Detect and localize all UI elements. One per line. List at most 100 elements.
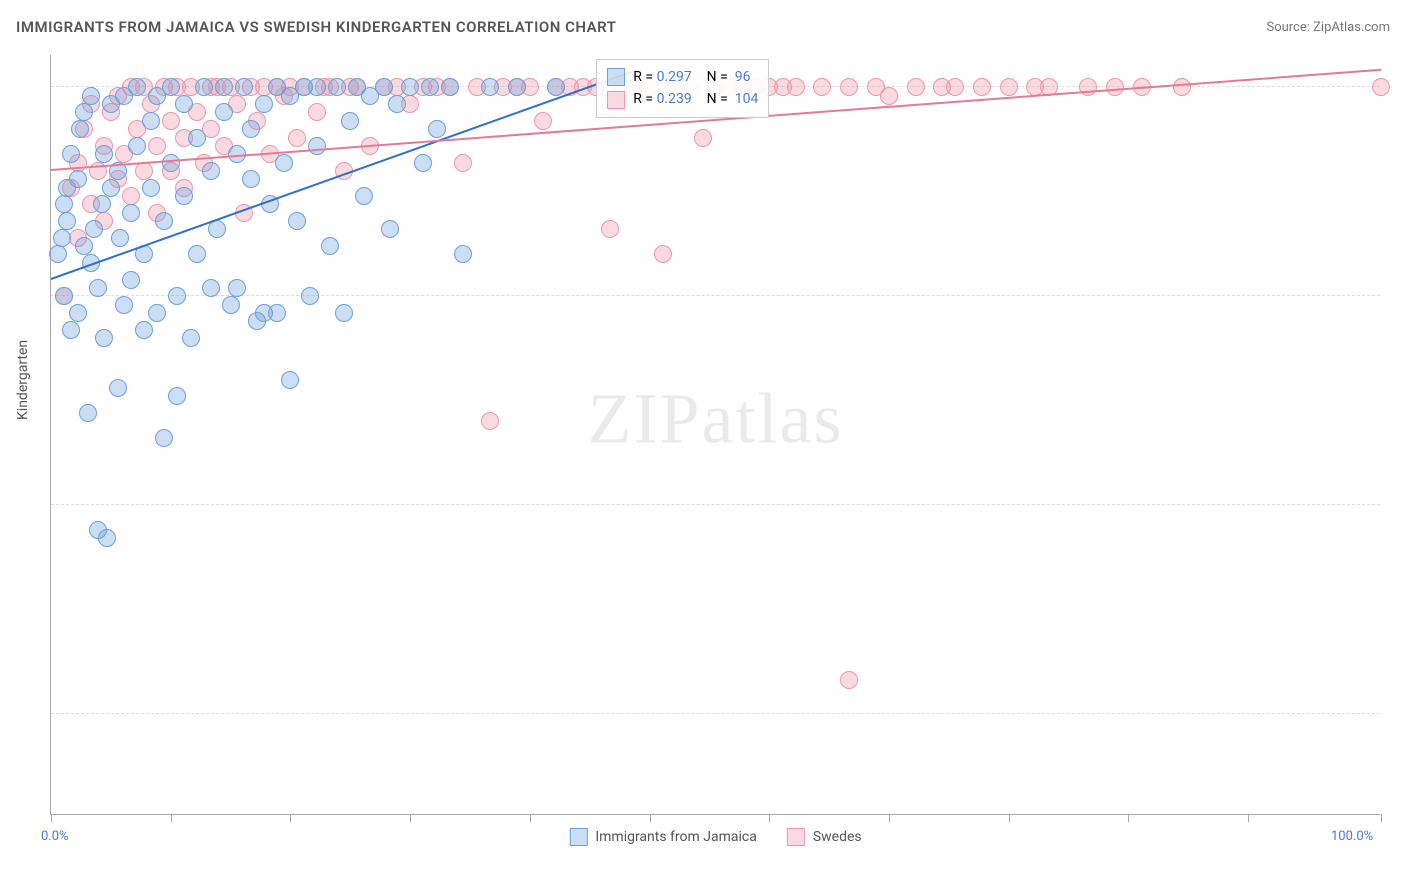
data-point	[175, 187, 193, 205]
data-point	[155, 429, 173, 447]
data-point	[341, 112, 359, 130]
data-point	[62, 321, 80, 339]
legend-label: Swedes	[813, 829, 862, 845]
data-point	[946, 78, 964, 96]
data-point	[321, 237, 339, 255]
data-point	[188, 129, 206, 147]
data-point	[840, 671, 858, 689]
data-point	[275, 154, 293, 172]
chart-title: IMMIGRANTS FROM JAMAICA VS SWEDISH KINDE…	[16, 18, 616, 36]
data-point	[268, 304, 286, 322]
legend-item: Immigrants from Jamaica	[569, 828, 757, 846]
data-point	[142, 179, 160, 197]
data-point	[93, 195, 111, 213]
stats-row: R = 0.297 N = 96	[607, 66, 758, 88]
data-point	[195, 78, 213, 96]
data-point	[441, 78, 459, 96]
data-point	[242, 120, 260, 138]
data-point	[481, 412, 499, 430]
x-tick	[1381, 814, 1382, 822]
data-point	[208, 220, 226, 238]
legend-swatch	[607, 68, 625, 86]
data-point	[71, 120, 89, 138]
data-point	[481, 78, 499, 96]
legend-item: Swedes	[787, 828, 862, 846]
data-point	[182, 329, 200, 347]
x-tick	[1009, 814, 1010, 822]
data-point	[880, 87, 898, 105]
data-point	[215, 103, 233, 121]
stats-row: R = 0.239 N = 104	[607, 88, 758, 110]
data-point	[288, 129, 306, 147]
r-label: R = 0.239	[633, 88, 691, 110]
watermark: ZIPatlas	[588, 378, 844, 461]
data-point	[128, 137, 146, 155]
data-point	[242, 170, 260, 188]
data-point	[401, 78, 419, 96]
data-point	[109, 379, 127, 397]
data-point	[813, 78, 831, 96]
data-point	[355, 187, 373, 205]
y-tick-label: 97.5%	[1390, 274, 1406, 289]
data-point	[69, 170, 87, 188]
x-tick-label: 0.0%	[41, 829, 69, 844]
data-point	[128, 78, 146, 96]
x-tick	[769, 814, 770, 822]
data-point	[85, 220, 103, 238]
x-tick	[410, 814, 411, 822]
data-point	[79, 404, 97, 422]
data-point	[135, 321, 153, 339]
data-point	[308, 78, 326, 96]
data-point	[222, 296, 240, 314]
data-point	[421, 78, 439, 96]
data-point	[787, 78, 805, 96]
legend-swatch	[569, 828, 587, 846]
data-point	[55, 287, 73, 305]
data-point	[168, 387, 186, 405]
n-label: N = 96	[700, 66, 751, 88]
data-point	[840, 78, 858, 96]
x-tick	[171, 814, 172, 822]
x-tick	[889, 814, 890, 822]
data-point	[1173, 78, 1191, 96]
data-point	[175, 95, 193, 113]
x-tick	[530, 814, 531, 822]
gridline	[51, 713, 1380, 714]
stats-legend: R = 0.297 N = 96R = 0.239 N = 104	[596, 59, 769, 118]
data-point	[162, 112, 180, 130]
data-point	[122, 271, 140, 289]
data-point	[281, 371, 299, 389]
data-point	[1079, 78, 1097, 96]
y-tick-label: 100.0%	[1390, 65, 1406, 80]
data-point	[694, 129, 712, 147]
data-point	[534, 112, 552, 130]
data-point	[95, 329, 113, 347]
data-point	[55, 195, 73, 213]
legend-swatch	[607, 91, 625, 109]
data-point	[428, 120, 446, 138]
data-point	[301, 287, 319, 305]
data-point	[148, 137, 166, 155]
data-point	[508, 78, 526, 96]
r-label: R = 0.297	[633, 66, 691, 88]
data-point	[58, 212, 76, 230]
x-tick	[51, 814, 52, 822]
data-point	[654, 245, 672, 263]
data-point	[89, 279, 107, 297]
data-point	[142, 112, 160, 130]
data-point	[454, 154, 472, 172]
data-point	[111, 229, 129, 247]
data-point	[601, 220, 619, 238]
data-point	[388, 95, 406, 113]
data-point	[288, 212, 306, 230]
n-label: N = 104	[700, 88, 759, 110]
gridline	[51, 504, 1380, 505]
data-point	[973, 78, 991, 96]
data-point	[69, 304, 87, 322]
data-point	[162, 78, 180, 96]
data-point	[414, 154, 432, 172]
data-point	[62, 145, 80, 163]
x-tick	[290, 814, 291, 822]
x-tick	[1128, 814, 1129, 822]
source-label: Source: ZipAtlas.com	[1266, 20, 1390, 35]
